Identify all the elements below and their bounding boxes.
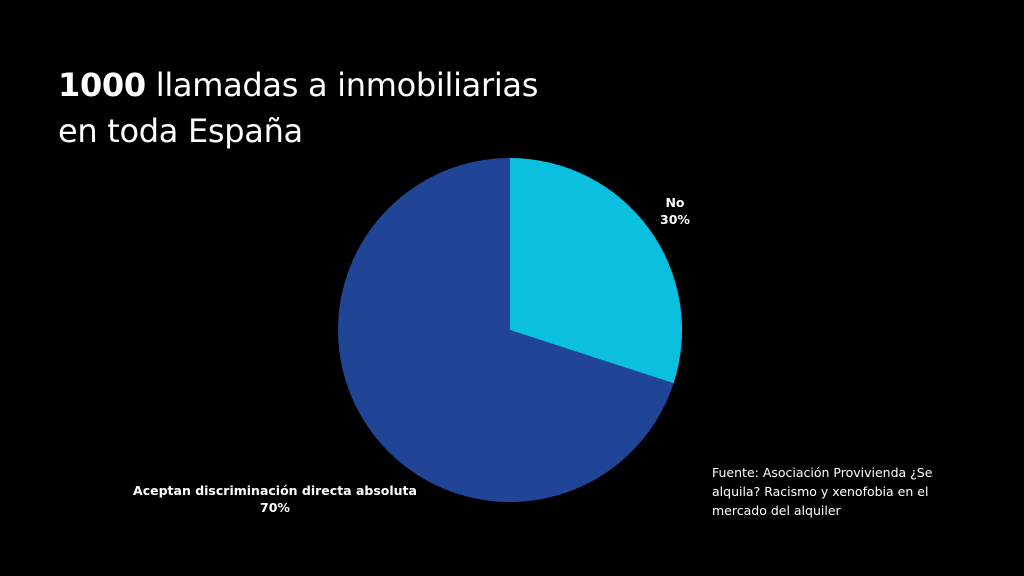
source-note: Fuente: Asociación Provivienda ¿Se alqui… (712, 465, 933, 518)
pie-slice-aceptan (338, 158, 674, 502)
label-no-name: No (665, 195, 685, 210)
label-no-pct: 30% (660, 212, 690, 227)
pie-slice-no (510, 157, 683, 384)
title-count: 1000 (58, 66, 146, 104)
data-label-no: No 30% (640, 194, 710, 228)
title-line2-text: en toda España (58, 112, 303, 150)
chart-title: 1000 llamadas a inmobiliarias en toda Es… (58, 62, 618, 154)
label-yes-pct: 70% (260, 500, 290, 515)
label-yes-name: Aceptan discriminación directa absoluta (133, 483, 417, 498)
title-line1-text: llamadas a inmobiliarias (145, 66, 539, 104)
data-label-aceptan: Aceptan discriminación directa absoluta … (120, 482, 430, 516)
